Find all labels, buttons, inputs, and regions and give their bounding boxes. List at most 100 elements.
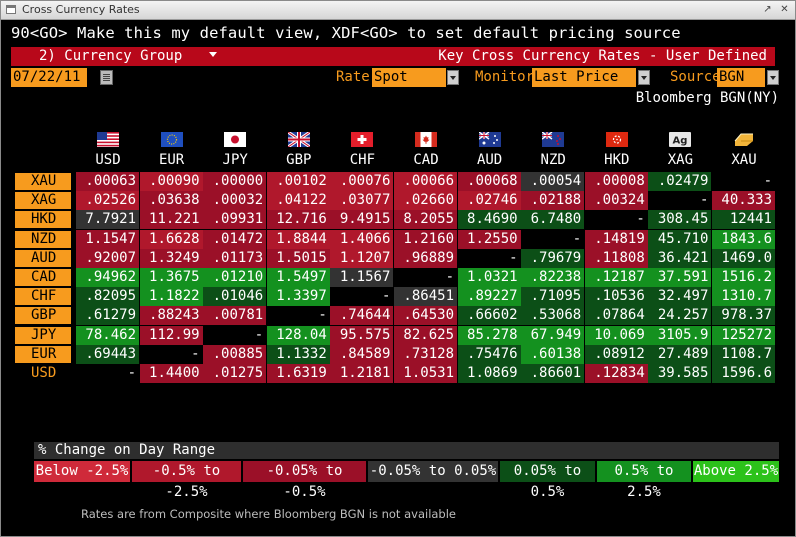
rate-cell[interactable]: .00781	[203, 306, 267, 326]
rate-cell[interactable]: .01472	[203, 229, 267, 249]
row-label-usd[interactable]: USD	[31, 365, 57, 381]
rate-cell[interactable]: 24.257	[648, 306, 712, 326]
rate-cell[interactable]: 27.489	[648, 344, 712, 364]
rate-cell[interactable]: 308.45	[648, 210, 712, 230]
rate-cell[interactable]: 1.2550	[457, 229, 521, 249]
rate-cell[interactable]: 39.585	[648, 364, 712, 383]
row-label-nzd[interactable]: NZD	[15, 230, 71, 248]
currency-group-menu[interactable]: 2) Currency Group	[39, 48, 183, 64]
row-label-chf[interactable]: CHF	[15, 288, 71, 306]
rate-cell[interactable]: 1.0321	[457, 268, 521, 287]
rate-cell[interactable]: .00000	[203, 172, 267, 191]
rate-cell[interactable]: 12441	[712, 210, 775, 230]
rate-cell[interactable]: .12187	[584, 268, 648, 287]
rate-cell[interactable]: .00066	[394, 172, 457, 191]
rate-cell[interactable]: .02746	[457, 191, 521, 211]
column-header-hkd[interactable]: HKD	[585, 132, 649, 168]
rate-cell[interactable]: 11.221	[139, 210, 203, 230]
rate-cell[interactable]: .53068	[521, 306, 585, 326]
rate-cell[interactable]: .00324	[584, 191, 648, 211]
rate-cell[interactable]: 10.069	[584, 325, 648, 345]
rate-cell[interactable]: 36.421	[648, 248, 712, 268]
rate-cell[interactable]: 1469.0	[712, 248, 775, 268]
rate-cell[interactable]: -	[139, 344, 203, 364]
rate-cell[interactable]: -	[330, 287, 394, 307]
rate-cell[interactable]: 7.7921	[76, 210, 139, 230]
row-label-jpy[interactable]: JPY	[15, 326, 71, 344]
rate-cell[interactable]: 95.575	[330, 325, 394, 345]
rate-cell[interactable]: .04122	[266, 191, 330, 211]
rate-cell[interactable]: .02660	[394, 191, 457, 211]
rate-cell[interactable]: .74644	[330, 306, 394, 326]
rate-cell[interactable]: 1.1332	[266, 344, 330, 364]
row-label-hkd[interactable]: HKD	[15, 211, 71, 229]
rate-cell[interactable]: 40.333	[712, 191, 775, 211]
rate-cell[interactable]: .00885	[203, 344, 267, 364]
rate-cell[interactable]: .73128	[394, 344, 457, 364]
rate-cell[interactable]: .86451	[394, 287, 457, 307]
rate-cell[interactable]: .01210	[203, 268, 267, 287]
rate-cell[interactable]: .69443	[76, 344, 139, 364]
column-header-gbp[interactable]: GBP	[267, 132, 331, 168]
rate-cell[interactable]: 1.0531	[394, 364, 457, 383]
column-header-nzd[interactable]: NZD	[521, 132, 585, 168]
rate-cell[interactable]: 1310.7	[712, 287, 775, 307]
column-header-aud[interactable]: AUD	[458, 132, 522, 168]
rate-cell[interactable]: 1.1822	[139, 287, 203, 307]
rate-cell[interactable]: 1.3397	[266, 287, 330, 307]
rate-cell[interactable]: .07864	[584, 306, 648, 326]
rate-cell[interactable]: 1.2160	[394, 229, 457, 249]
rate-cell[interactable]: -	[394, 268, 457, 287]
calendar-icon[interactable]	[100, 70, 113, 85]
rate-cell[interactable]: 32.497	[648, 287, 712, 307]
rate-cell[interactable]: .11808	[584, 248, 648, 268]
rate-cell[interactable]: .08912	[584, 344, 648, 364]
row-label-aud[interactable]: AUD	[15, 249, 71, 267]
rate-cell[interactable]: 1596.6	[712, 364, 775, 383]
rate-cell[interactable]: .60138	[521, 344, 585, 364]
rate-cell[interactable]: .12834	[584, 364, 648, 383]
rate-cell[interactable]: 1.4400	[139, 364, 203, 383]
rate-cell[interactable]: 978.37	[712, 306, 775, 326]
rate-cell[interactable]: .00068	[457, 172, 521, 191]
rate-cell[interactable]: .00102	[266, 172, 330, 191]
rate-cell[interactable]: 1.5497	[266, 268, 330, 287]
column-header-cad[interactable]: CAD	[394, 132, 458, 168]
rate-cell[interactable]: 67.949	[521, 325, 585, 345]
rate-cell[interactable]: 8.2055	[394, 210, 457, 230]
rate-cell[interactable]: 1.4066	[330, 229, 394, 249]
rate-cell[interactable]: -	[203, 325, 267, 345]
rate-cell[interactable]: 1.1547	[76, 229, 139, 249]
source-dropdown[interactable]: BGN	[717, 68, 765, 87]
column-header-chf[interactable]: CHF	[330, 132, 394, 168]
rate-cell[interactable]: -	[648, 191, 712, 211]
rate-cell[interactable]: .89227	[457, 287, 521, 307]
rate-cell[interactable]: 1108.7	[712, 344, 775, 364]
monitor-dropdown-arrow-icon[interactable]	[638, 70, 650, 85]
rate-cell[interactable]: .86601	[521, 364, 585, 383]
rate-cell[interactable]: .02526	[76, 191, 139, 211]
rate-cell[interactable]: .10536	[584, 287, 648, 307]
rate-cell[interactable]: 78.462	[76, 325, 139, 345]
rate-cell[interactable]: .09931	[203, 210, 267, 230]
rate-cell[interactable]: .96889	[394, 248, 457, 268]
rate-cell[interactable]: 3105.9	[648, 325, 712, 345]
date-field[interactable]: 07/22/11	[11, 68, 87, 87]
rate-cell[interactable]: 1.2181	[330, 364, 394, 383]
row-label-eur[interactable]: EUR	[15, 345, 71, 363]
rate-cell[interactable]: .75476	[457, 344, 521, 364]
rate-cell[interactable]: .94962	[76, 268, 139, 287]
rate-cell[interactable]: 6.7480	[521, 210, 585, 230]
rate-cell[interactable]: .01046	[203, 287, 267, 307]
close-icon[interactable]: ✕	[780, 4, 789, 15]
rate-cell[interactable]: .03638	[139, 191, 203, 211]
rate-cell[interactable]: 1516.2	[712, 268, 775, 287]
rate-cell[interactable]: 1.1567	[330, 268, 394, 287]
rate-cell[interactable]: .64530	[394, 306, 457, 326]
rate-cell[interactable]: 1.5015	[266, 248, 330, 268]
rate-cell[interactable]: 128.04	[266, 325, 330, 345]
rate-cell[interactable]: 1.8844	[266, 229, 330, 249]
rate-cell[interactable]: .02479	[648, 172, 712, 191]
rate-cell[interactable]: .82095	[76, 287, 139, 307]
rate-cell[interactable]: 8.4690	[457, 210, 521, 230]
